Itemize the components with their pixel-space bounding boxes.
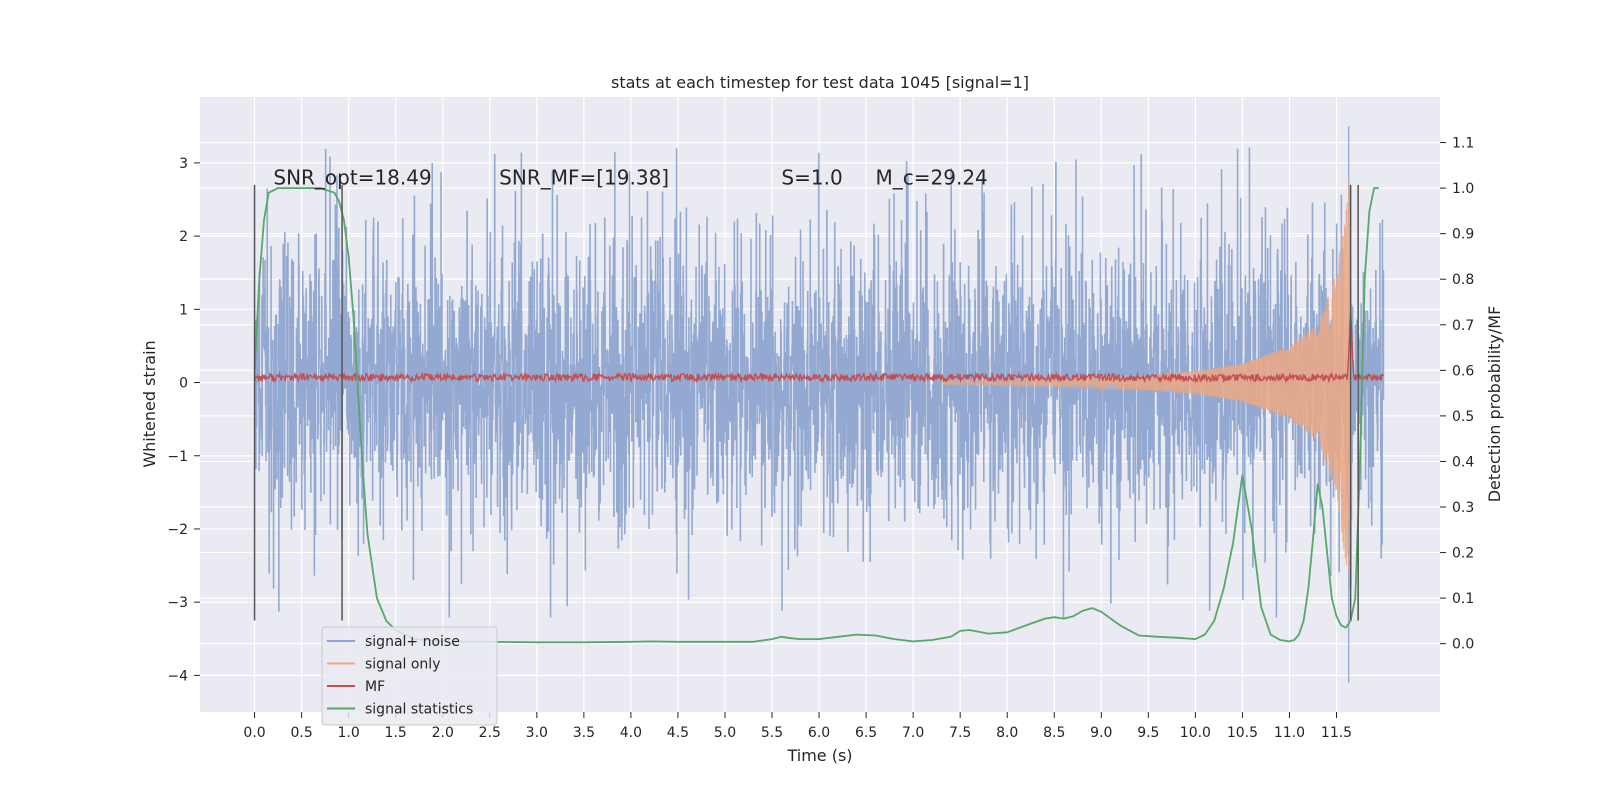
y-tick-label: −4 <box>167 668 188 684</box>
x-tick-label: 0.5 <box>290 725 312 741</box>
series-signal-only <box>940 178 1352 589</box>
y2-tick-label: 0.7 <box>1452 318 1474 334</box>
legend-label: signal only <box>365 657 440 673</box>
y2-tick-label: 0.5 <box>1452 409 1474 425</box>
y2-tick-label: 1.1 <box>1452 136 1474 152</box>
y2-axis-label: Detection probability/MF <box>1485 306 1504 503</box>
legend: signal+ noise signal only MF signal statist… <box>321 626 498 726</box>
x-tick-label: 10.5 <box>1227 725 1258 741</box>
x-tick-label: 8.0 <box>996 725 1018 741</box>
y2-tick-label: 0.4 <box>1452 454 1474 470</box>
y-tick-label: 1 <box>179 302 188 318</box>
series-layer <box>253 126 1385 683</box>
legend-label: signal+ noise <box>365 634 460 650</box>
legend-box <box>321 626 498 726</box>
chart-title: stats at each timestep for test data 104… <box>611 73 1029 92</box>
y2-tick-label: 0.3 <box>1452 500 1474 516</box>
legend-label: MF <box>365 679 385 695</box>
x-tick-label: 5.5 <box>761 725 783 741</box>
x-tick-label: 4.0 <box>620 725 642 741</box>
y-tick-label: −3 <box>167 595 188 611</box>
x-tick-label: 7.0 <box>902 725 924 741</box>
y2-tick-labels: 0.0 0.1 0.2 0.3 0.4 0.5 0.6 0.7 0.8 0.9 1.0 1.1 <box>1440 136 1474 653</box>
y-tick-labels: −4 −3 −2 −1 0 1 2 3 <box>167 156 200 684</box>
x-tick-label: 1.5 <box>385 725 407 741</box>
vertical-lines <box>253 184 1359 621</box>
y-tick-label: 0 <box>179 376 188 392</box>
legend-label: signal statistics <box>365 702 473 718</box>
y2-tick-label: 0.9 <box>1452 227 1474 243</box>
y-tick-label: −1 <box>167 449 188 465</box>
annotation-1: SNR_opt=18.49 <box>273 166 431 190</box>
x-tick-label: 10.0 <box>1180 725 1211 741</box>
y2-tick-label: 0.2 <box>1452 546 1474 562</box>
x-tick-label: 2.0 <box>432 725 454 741</box>
x-tick-label: 4.5 <box>667 725 689 741</box>
y-tick-label: −2 <box>167 522 188 538</box>
x-tick-label: 3.0 <box>526 725 548 741</box>
y-axis-label: Whitened strain <box>140 340 159 467</box>
x-axis-label: Time (s) <box>786 746 852 765</box>
x-tick-label: 9.5 <box>1137 725 1159 741</box>
annotations: SNR_opt=18.49 SNR_MF=[19.38] S=1.0 M_c=29.2… <box>273 166 987 190</box>
y2-tick-label: 0.8 <box>1452 272 1474 288</box>
x-tick-label: 1.0 <box>338 725 360 741</box>
x-tick-label: 11.5 <box>1321 725 1352 741</box>
y2-tick-label: 0.6 <box>1452 363 1474 379</box>
x-tick-label: 5.0 <box>714 725 736 741</box>
annotation-2: SNR_MF=[19.38] <box>499 166 669 190</box>
annotation-4: M_c=29.24 <box>876 166 988 190</box>
x-tick-label: 9.0 <box>1090 725 1112 741</box>
series-mf <box>254 312 1385 384</box>
x-tick-label: 7.5 <box>949 725 971 741</box>
x-tick-label: 8.5 <box>1043 725 1065 741</box>
y-tick-label: 2 <box>179 229 188 245</box>
y2-tick-label: 1.0 <box>1452 181 1474 197</box>
x-tick-labels: 0.0 0.5 1.0 1.5 2.0 2.5 3.0 3.5 4.0 4.5 5.0 5.5 6.0 6… <box>243 712 1352 741</box>
series-signal-statistics <box>253 187 1379 644</box>
y2-tick-label: 0.1 <box>1452 591 1474 607</box>
x-tick-label: 6.0 <box>808 725 830 741</box>
x-tick-label: 11.0 <box>1274 725 1305 741</box>
y2-tick-label: 0.0 <box>1452 637 1474 653</box>
annotation-3: S=1.0 <box>781 166 842 190</box>
x-tick-label: 6.5 <box>855 725 877 741</box>
x-tick-label: 0.0 <box>243 725 265 741</box>
x-tick-label: 3.5 <box>573 725 595 741</box>
y-tick-label: 3 <box>179 156 188 172</box>
x-tick-label: 2.5 <box>479 725 501 741</box>
